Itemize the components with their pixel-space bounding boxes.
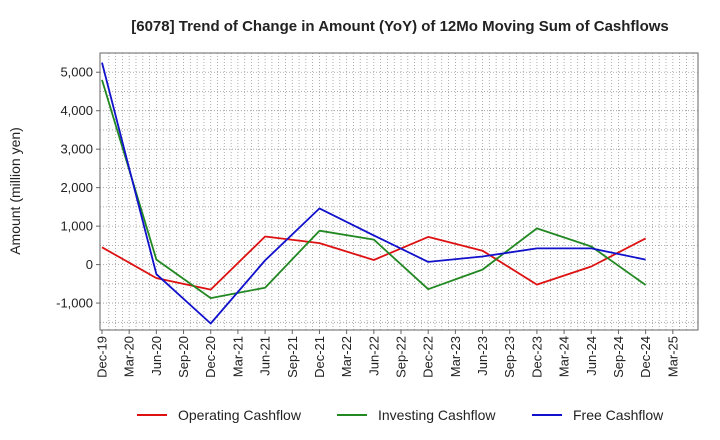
- y-tick-label: 2,000: [60, 180, 93, 195]
- x-tick-label: Jun-20: [149, 336, 164, 376]
- x-tick-label: Dec-24: [638, 336, 653, 378]
- y-axis: -1,000 0 1,000 2,000 3,000 4,000 5,000: [56, 65, 100, 311]
- legend: Operating Cashflow Investing Cashflow Free…: [137, 407, 664, 423]
- x-tick-label: Dec-19: [95, 336, 110, 378]
- legend-label: Investing Cashflow: [378, 407, 496, 423]
- y-axis-label: Amount (million yen): [7, 127, 23, 255]
- y-tick-label: 4,000: [60, 103, 93, 118]
- x-tick-label: Mar-22: [339, 336, 354, 377]
- x-tick-label: Dec-22: [421, 336, 436, 378]
- y-tick-label: 5,000: [60, 65, 93, 80]
- x-tick-label: Mar-24: [557, 336, 572, 377]
- x-tick-label: Sep-20: [176, 336, 191, 378]
- series-lines: [101, 62, 647, 325]
- x-tick-label: Jun-21: [258, 336, 273, 376]
- x-tick-label: Dec-21: [312, 336, 327, 378]
- x-tick-label: Mar-20: [122, 336, 137, 377]
- legend-label: Operating Cashflow: [178, 407, 302, 423]
- y-tick-label: 3,000: [60, 142, 93, 157]
- x-tick-label: Mar-23: [448, 336, 463, 377]
- legend-label: Free Cashflow: [573, 407, 664, 423]
- series-line-free-cashflow: [101, 62, 646, 325]
- x-tick-label: Mar-25: [665, 336, 680, 377]
- x-tick-label: Jun-23: [475, 336, 490, 376]
- y-tick-label: 1,000: [60, 219, 93, 234]
- y-tick-label: -1,000: [56, 296, 93, 311]
- y-tick-label: 0: [86, 257, 93, 272]
- x-tick-label: Jun-22: [366, 336, 381, 376]
- x-tick-label: Jun-24: [584, 336, 599, 376]
- x-tick-label: Dec-20: [203, 336, 218, 378]
- plot-frame: [99, 52, 699, 331]
- x-tick-label: Sep-23: [502, 336, 517, 378]
- x-tick-label: Sep-21: [285, 336, 300, 378]
- x-tick-label: Sep-24: [611, 336, 626, 378]
- grid: [100, 53, 698, 330]
- x-axis: Dec-19 Mar-20 Jun-20 Sep-20 Dec-20 Mar-21 Jun-…: [95, 330, 680, 378]
- x-tick-label: Sep-22: [394, 336, 409, 378]
- x-tick-label: Dec-23: [529, 336, 544, 378]
- series-line-investing-cashflow: [101, 79, 647, 300]
- x-tick-label: Mar-21: [230, 336, 245, 377]
- chart-title: [6078] Trend of Change in Amount (YoY) o…: [131, 18, 669, 35]
